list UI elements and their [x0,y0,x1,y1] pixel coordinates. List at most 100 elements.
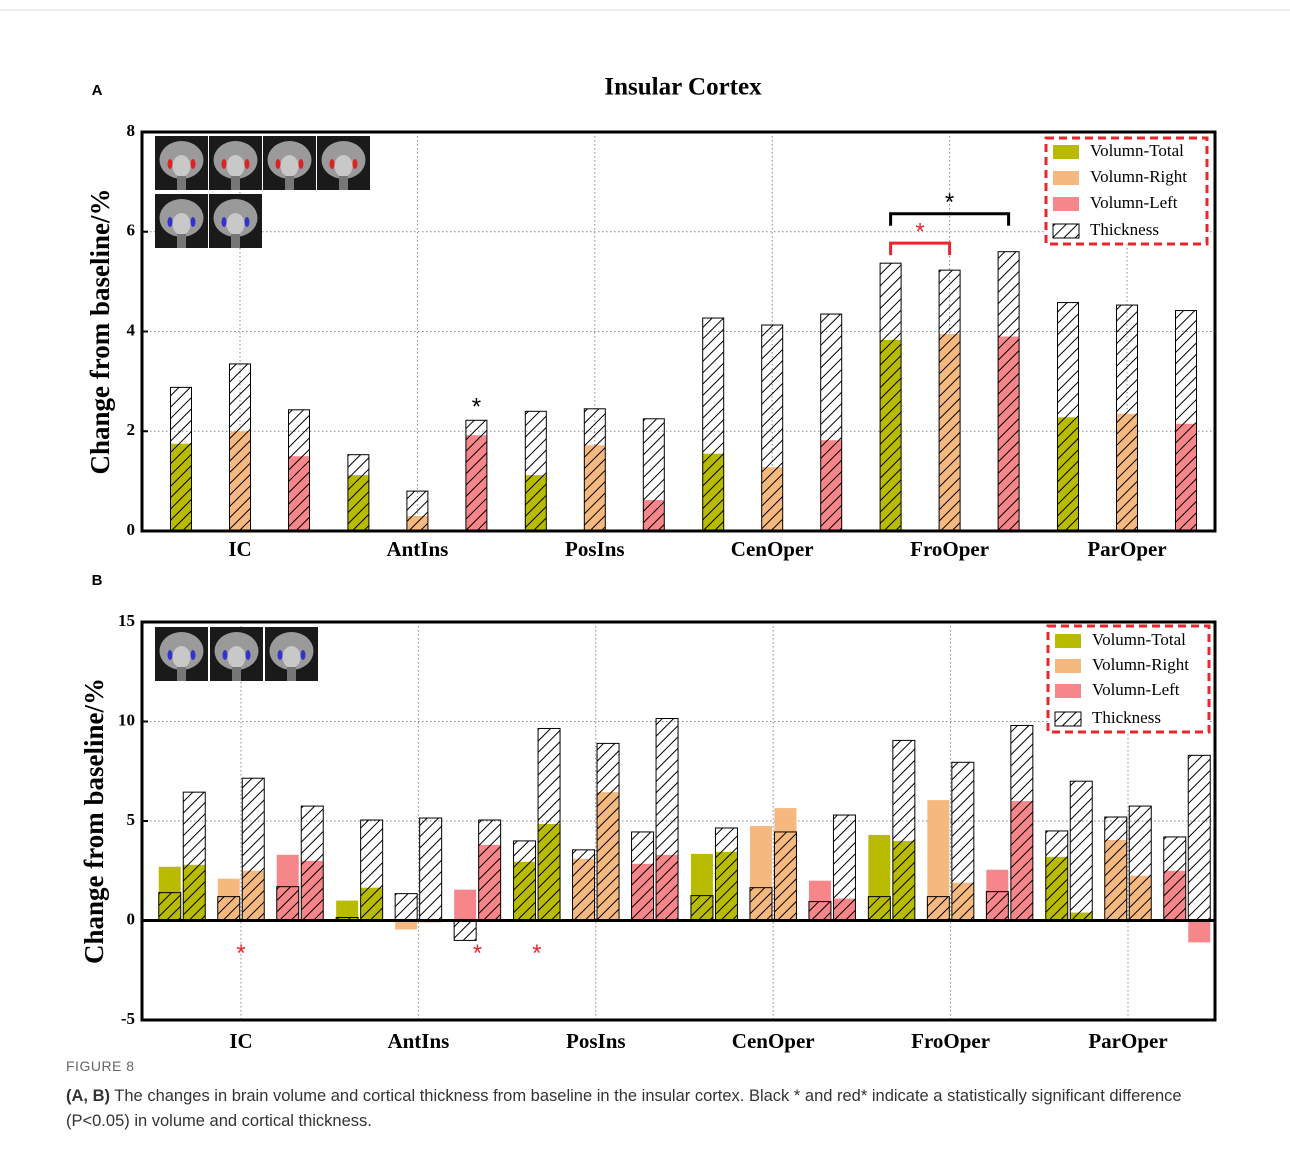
legend-label: Volumn-Left [1090,193,1178,212]
thickness-bar [809,902,831,921]
significance-star: * [915,219,924,246]
thickness-bar [348,455,369,531]
brain-region [168,650,173,660]
thickness-bar [833,815,855,920]
panel-label: A [92,82,103,99]
thickness-bar [927,897,949,921]
thickness-bar [632,832,654,921]
brain-stem [339,176,348,190]
thickness-bar [986,892,1008,921]
thickness-bar [1011,725,1033,920]
thickness-bar [1046,831,1068,921]
chart-title: Insular Cortex [604,74,762,101]
thickness-bar [821,314,842,531]
legend-label: Volumn-Right [1090,167,1187,186]
legend-swatch [1055,634,1081,648]
significance-star: * [473,940,482,967]
legend-swatch [1053,197,1079,211]
panel-label: B [92,572,103,589]
thickness-bar [538,728,560,920]
brain-stem [285,176,294,190]
brain-stem [177,234,186,248]
thickness-bar [893,740,915,920]
thickness-bar [301,806,323,920]
thickness-bar [395,894,417,921]
legend-swatch [1053,224,1079,238]
legend-label: Volumn-Left [1092,680,1180,699]
thickness-bar [643,419,664,531]
legend-swatch [1053,171,1079,185]
x-tick-label: CenOper [731,537,814,561]
brain-region [191,650,196,660]
thickness-bar [183,792,205,920]
brain-region [222,159,227,169]
significance-star: * [532,940,541,967]
thickness-bar [750,888,772,921]
legend-label: Volumn-Right [1092,655,1189,674]
brain-region [191,159,196,169]
legend-swatch [1055,659,1081,673]
legend-label: Thickness [1090,220,1159,239]
x-tick-label: CenOper [732,1029,815,1053]
thickness-bar [479,820,501,920]
thickness-bar [1117,305,1138,531]
x-tick-label: PosIns [565,537,625,561]
figure-label: FIGURE 8 [66,1058,1246,1074]
thickness-bar [1129,806,1151,920]
y-tick-label: 4 [127,320,136,339]
brain-core [283,646,301,668]
brain-region [246,650,251,660]
x-tick-label: FroOper [911,1029,990,1053]
brain-core [173,155,191,177]
thickness-bar [159,893,181,921]
brain-core [173,213,191,235]
thickness-bar [407,491,428,531]
brain-stem [232,667,241,681]
thickness-bar [171,387,192,531]
x-tick-label: FroOper [910,537,989,561]
thickness-bar [525,411,546,531]
thickness-bar [242,778,264,920]
significance-star: * [236,940,245,967]
thickness-bar [584,409,605,531]
brain-stem [231,176,240,190]
brain-region [330,159,335,169]
brain-region [168,159,173,169]
y-tick-label: 0 [127,520,136,539]
brain-region [278,650,283,660]
legend-swatch [1055,712,1081,726]
thickness-bar [762,325,783,531]
thickness-bar [361,820,383,920]
thickness-bar [691,896,713,921]
brain-stem [177,667,186,681]
y-tick-label: 2 [127,420,136,439]
brain-region [276,159,281,169]
brain-region [168,217,173,227]
brain-core [227,213,245,235]
thickness-bar [952,762,974,920]
page: {"chart_data": [ {"type": "bar", "panel"… [0,0,1290,1163]
thickness-bar [939,270,960,531]
y-tick-label: 5 [127,810,136,829]
thickness-bar [466,420,487,531]
legend-label: Thickness [1092,708,1161,727]
thickness-bar [1188,755,1210,920]
caption-bold: (A, B) [66,1087,110,1105]
thickness-bar [420,818,442,920]
thickness-bar [774,832,796,921]
thickness-bar [514,841,536,921]
legend-swatch [1055,684,1081,698]
thickness-bar [1164,837,1186,921]
thickness-bar [218,897,240,921]
y-tick-label: 6 [127,221,136,240]
y-axis-label: Change from baseline/% [85,188,115,474]
caption: FIGURE 8 (A, B) The changes in brain vol… [66,1058,1246,1134]
significance-star: * [945,189,954,216]
brain-core [173,646,191,668]
y-tick-label: -5 [121,1009,135,1028]
thickness-bar [573,850,595,921]
x-tick-label: IC [228,537,251,561]
brain-region [222,217,227,227]
brain-region [191,217,196,227]
volume-bar [1188,921,1210,943]
